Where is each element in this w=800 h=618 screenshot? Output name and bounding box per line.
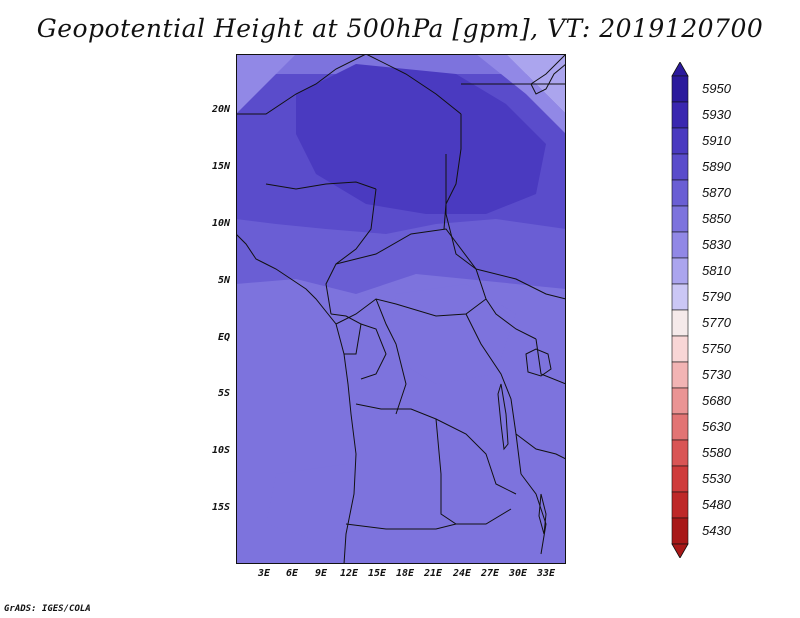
colorbar-swatch [671,127,689,155]
lat-label: 20N [211,104,230,115]
colorbar-label: 5750 [702,341,731,356]
lon-label: 12E [339,568,359,579]
colorbar-swatch [671,335,689,363]
colorbar-label: 5580 [702,445,731,460]
border-niger-libya [365,54,462,115]
border-niger-nigeria [265,181,377,190]
border-coast-west [236,233,357,564]
colorbar-swatch [671,387,689,415]
colorbar-swatch [671,283,689,311]
colorbar-bottom-arrow [671,543,689,558]
border-namibia [345,523,457,530]
colorbar-label: 5480 [702,497,731,512]
lat-label: 15N [211,161,230,172]
lon-label: 33E [536,568,556,579]
field-5850-patch-1 [386,284,516,384]
colorbar-label: 5950 [702,81,731,96]
field-5830-nw [236,54,296,114]
border-car [335,228,487,325]
colorbar-label: 5870 [702,185,731,200]
border-ssudan-uganda [485,298,537,340]
lon-label: 9E [314,568,328,579]
border-lake-victoria [525,348,552,377]
border-drc-north [375,298,407,415]
border-libya-sudan [443,114,462,230]
border-mozambique [520,473,547,555]
geopotential-map [236,54,566,564]
border-drc-angola [355,403,517,495]
colorbar-swatch [671,75,689,103]
colorbar-swatch [671,465,689,493]
lat-label: 10N [211,218,230,229]
colorbar-swatch [671,153,689,181]
colorbar-swatch [671,439,689,467]
grads-credit: GrADS: IGES/COLA [4,604,91,614]
colorbar-swatch [671,413,689,441]
border-lake-tanganyika [497,383,509,451]
colorbar-label: 5790 [702,289,731,304]
lat-label: 10S [211,445,230,456]
colorbar-label: 5680 [702,393,731,408]
lon-label: 3E [257,568,271,579]
border-drc-east [465,313,522,475]
lon-label: 30E [508,568,528,579]
border-chad-sudan [445,154,477,270]
colorbar-label: 5770 [702,315,731,330]
border-lake-malawi [538,493,547,535]
colorbar-swatch [671,101,689,129]
colorbar-swatch [671,179,689,207]
colorbar [671,62,689,558]
border-sudan-ssudan [475,268,566,300]
colorbar-swatch [671,205,689,233]
colorbar-swatch [671,309,689,337]
lat-label: 5S [217,388,230,399]
border-nigeria-cameroon [325,188,377,315]
colorbar-label: 5730 [702,367,731,382]
colorbar-label: 5890 [702,159,731,174]
colorbar-swatch [671,361,689,389]
border-algeria-mali [236,54,367,115]
border-kenya [535,338,566,385]
lon-label: 27E [480,568,500,579]
border-red-sea [530,54,566,95]
colorbar-swatch [671,491,689,519]
lon-label: 6E [285,568,299,579]
border-zambia-tanzania [515,433,566,460]
colorbar-label: 5630 [702,419,731,434]
border-congo [360,323,387,380]
colorbar-label: 5850 [702,211,731,226]
border-angola-zambia [435,418,512,525]
colorbar-label: 5430 [702,523,731,538]
lon-label: 15E [367,568,387,579]
colorbar-label: 5910 [702,133,731,148]
colorbar-swatch [671,257,689,285]
colorbar-top-arrow [671,62,689,77]
map-frame [236,54,566,564]
colorbar-label: 5530 [702,471,731,486]
lon-label: 18E [395,568,415,579]
field-5830-ne [476,54,566,134]
field-5910-core [296,64,546,214]
lon-label: 21E [423,568,443,579]
colorbar-swatch [671,231,689,259]
colorbar-label: 5930 [702,107,731,122]
colorbar-label: 5830 [702,237,731,252]
lat-label: EQ [217,332,230,343]
lat-label: 5N [217,275,230,286]
map-title: Geopotential Height at 500hPa [gpm], VT:… [36,14,764,43]
lon-label: 24E [452,568,472,579]
lat-label: 15S [211,502,230,513]
colorbar-swatch [671,517,689,545]
country-borders [236,54,566,564]
colorbar-label: 5810 [702,263,731,278]
